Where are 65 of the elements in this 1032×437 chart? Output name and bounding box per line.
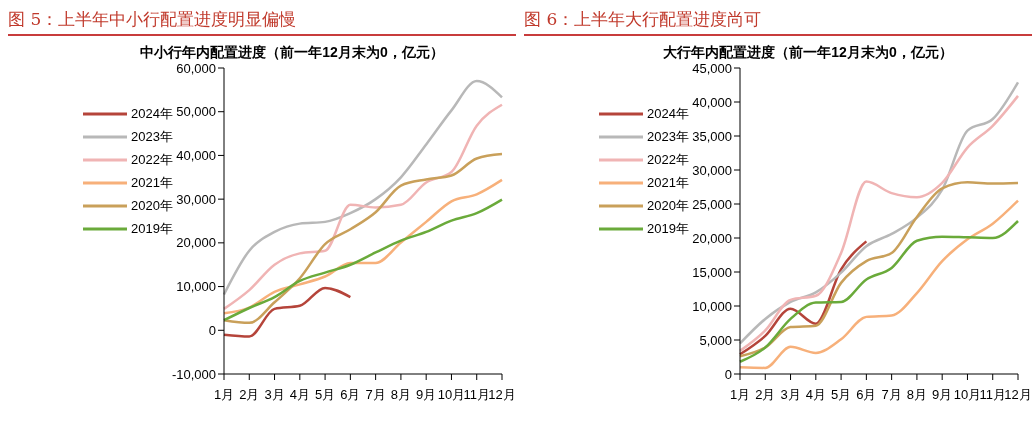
x-tick-label: 3月: [780, 387, 801, 403]
x-tick-label: 5月: [830, 387, 852, 403]
legend-label: 2021年: [647, 173, 689, 192]
x-tick-label: 9月: [932, 387, 953, 403]
x-tick-label: 5月: [314, 387, 336, 403]
y-tick-label: 10,000: [692, 298, 732, 314]
y-tick-label: 5,000: [699, 332, 732, 348]
x-tick-label: 2月: [239, 387, 260, 403]
y-tick-label: 25,000: [692, 196, 732, 212]
chart-title: 图 5：上半年中小行配置进度明显偏慢: [8, 8, 516, 36]
y-tick-label: 30,000: [176, 191, 216, 207]
legend-label: 2020年: [131, 196, 173, 215]
y-tick-label: 40,000: [176, 148, 216, 164]
legend-label: 2023年: [131, 127, 173, 146]
y-tick-label: 20,000: [176, 235, 216, 251]
line-series: [222, 103, 504, 311]
legend-label: 2019年: [131, 219, 173, 238]
y-tick-label: 30,000: [692, 162, 732, 178]
legend-label: 2020年: [647, 196, 689, 215]
line-series: [738, 240, 868, 356]
line-series: [738, 219, 1020, 364]
x-tick-label: 3月: [264, 387, 285, 403]
y-tick-label: 15,000: [692, 264, 732, 280]
chart-subtitle: 大行年内配置进度（前一年12月末为0，亿元）: [662, 44, 954, 62]
x-tick-label: 11月: [463, 387, 490, 403]
x-tick-label: 7月: [881, 387, 902, 403]
line-series: [222, 152, 504, 325]
legend-label: 2024年: [131, 104, 173, 123]
x-tick-label: 1月: [213, 387, 235, 403]
legend-label: 2024年: [647, 104, 689, 123]
line-series: [222, 198, 504, 322]
y-tick-label: 45,000: [692, 60, 732, 76]
y-tick-label: 35,000: [692, 128, 732, 144]
chart-title: 图 6：上半年大行配置进度尚可: [524, 8, 1032, 36]
x-tick-label: 2月: [755, 387, 776, 403]
x-tick-label: 1月: [729, 387, 751, 403]
chart-subtitle: 中小行年内配置进度（前一年12月末为0，亿元）: [139, 44, 445, 62]
y-tick-label: 0: [208, 322, 216, 338]
x-tick-label: 4月: [289, 387, 310, 403]
legend-label: 2023年: [647, 127, 689, 146]
legend-label: 2019年: [647, 219, 689, 238]
legend-label: 2021年: [131, 173, 173, 192]
y-tick-label: -10,000: [171, 366, 216, 382]
y-tick-label: 50,000: [176, 104, 216, 120]
legend-label: 2022年: [131, 150, 173, 169]
x-tick-label: 12月: [488, 387, 516, 403]
line-series: [738, 199, 1020, 370]
x-tick-label: 6月: [340, 387, 361, 403]
x-tick-label: 4月: [805, 387, 826, 403]
x-tick-label: 8月: [906, 387, 928, 403]
line-series: [738, 180, 1020, 358]
x-tick-label: 12月: [1004, 387, 1032, 403]
legend-label: 2022年: [647, 150, 689, 169]
x-tick-label: 6月: [856, 387, 877, 403]
x-tick-label: 7月: [365, 387, 386, 403]
y-tick-label: 20,000: [692, 230, 732, 246]
x-tick-label: 9月: [416, 387, 437, 403]
y-tick-label: 0: [724, 366, 732, 382]
line-series: [222, 79, 504, 296]
x-tick-label: 11月: [979, 387, 1006, 403]
line-series: [222, 286, 352, 338]
y-tick-label: 60,000: [176, 60, 216, 76]
y-tick-label: 10,000: [176, 279, 216, 295]
y-tick-label: 40,000: [692, 94, 732, 110]
x-tick-label: 8月: [390, 387, 412, 403]
